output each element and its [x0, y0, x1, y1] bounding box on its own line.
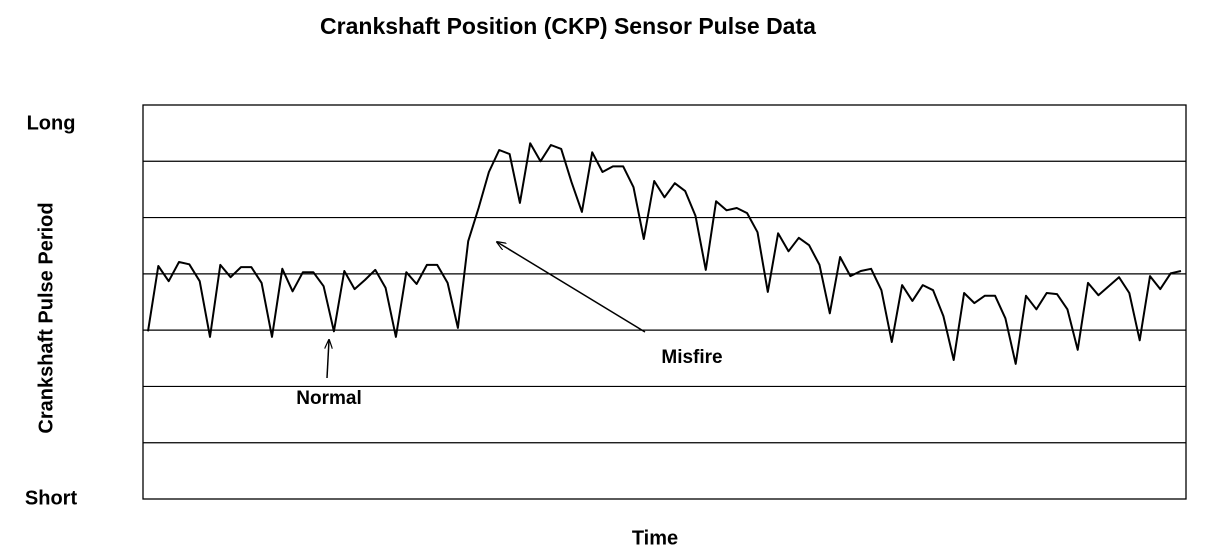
y-axis-label: Crankshaft Pulse Period	[35, 202, 57, 433]
annotation-arrow	[327, 340, 329, 379]
chart-title: Crankshaft Position (CKP) Sensor Pulse D…	[320, 13, 816, 39]
y-tick-label: Long	[27, 112, 76, 134]
y-tick-label: Short	[25, 487, 78, 509]
data-line	[147, 142, 1182, 365]
plot-frame	[142, 104, 1187, 500]
annotation: Normal	[296, 388, 361, 409]
annotation: Misfire	[661, 347, 722, 368]
x-axis-label: Time	[632, 527, 678, 549]
annotation-arrow	[497, 242, 646, 333]
